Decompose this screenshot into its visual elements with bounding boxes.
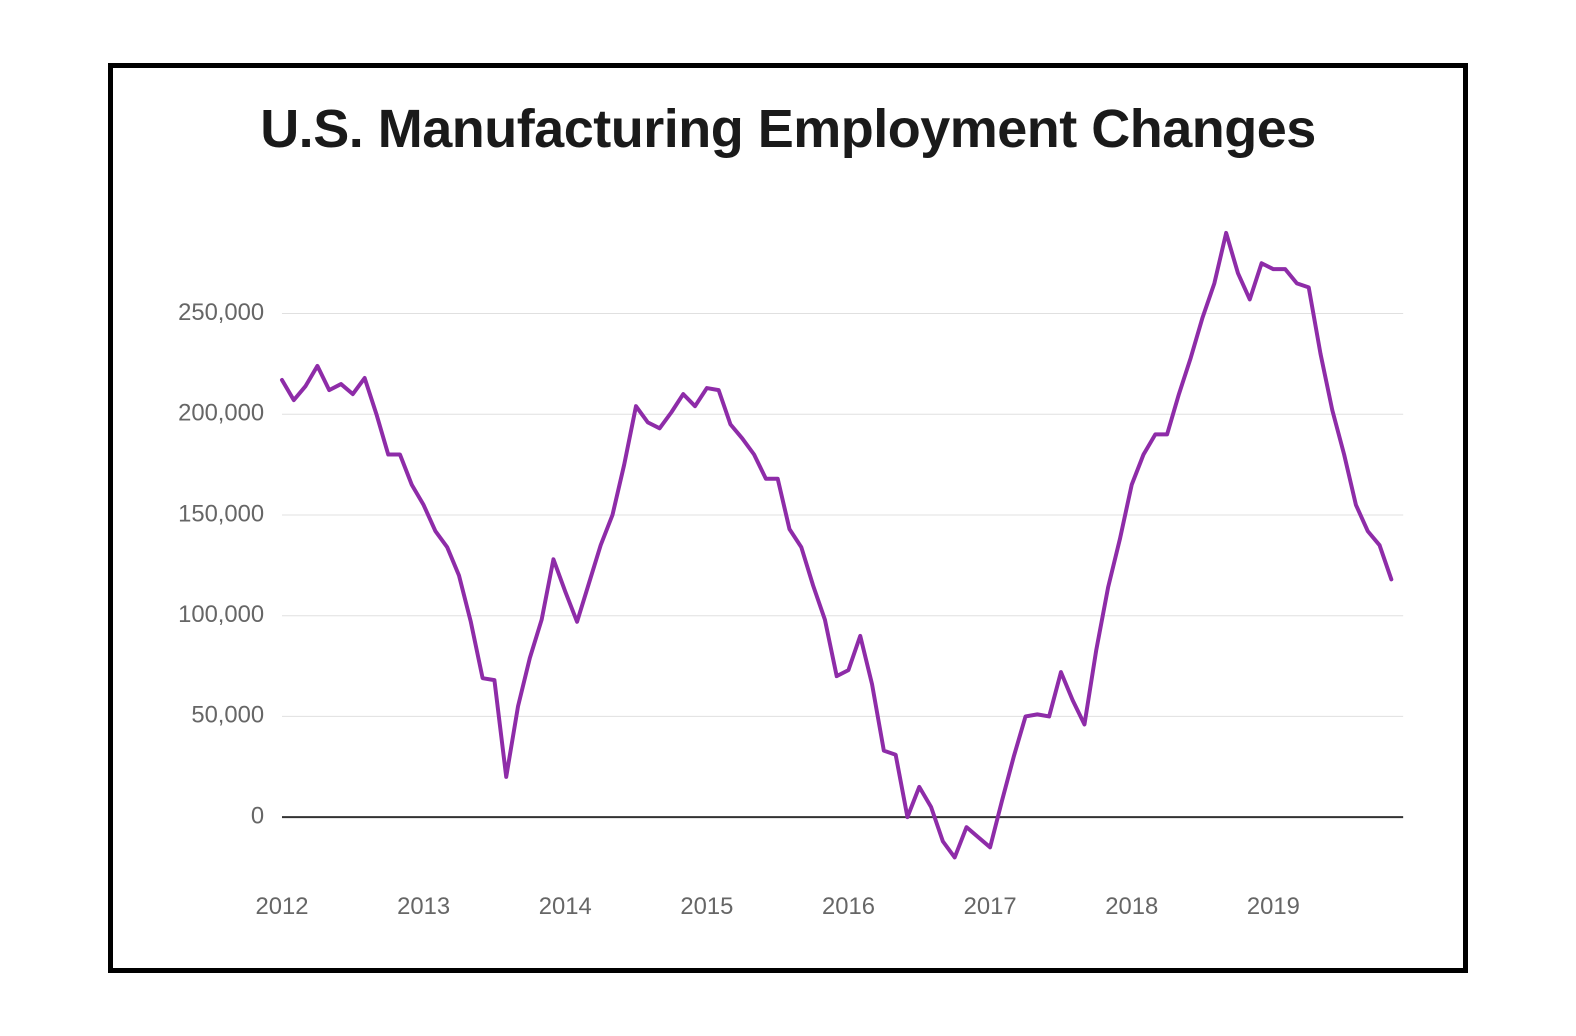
x-tick-label: 2015: [680, 893, 733, 920]
y-tick-label: 150,000: [178, 500, 264, 527]
y-tick-label: 250,000: [178, 299, 264, 326]
y-tick-label: 200,000: [178, 400, 264, 427]
y-tick-label: 100,000: [178, 601, 264, 628]
x-tick-label: 2019: [1247, 893, 1300, 920]
chart-canvas: 0 50,000 100,000 150,000 200,000 250,000 2012 2…: [153, 200, 1423, 940]
x-tick-label: 2014: [539, 893, 592, 920]
chart-frame: U.S. Manufacturing Employment Changes 0 5…: [108, 63, 1468, 973]
chart-title: U.S. Manufacturing Employment Changes: [153, 98, 1423, 160]
y-tick-label: 50,000: [191, 702, 264, 729]
x-tick-label: 2013: [397, 893, 450, 920]
x-tick-label: 2018: [1105, 893, 1158, 920]
data-series-line: [282, 233, 1391, 857]
y-tick-label: 0: [251, 802, 264, 829]
x-tick-label: 2016: [822, 893, 875, 920]
x-tick-label: 2017: [964, 893, 1017, 920]
line-chart-svg: 0 50,000 100,000 150,000 200,000 250,000 2012 2…: [153, 200, 1423, 940]
x-tick-label: 2012: [256, 893, 309, 920]
